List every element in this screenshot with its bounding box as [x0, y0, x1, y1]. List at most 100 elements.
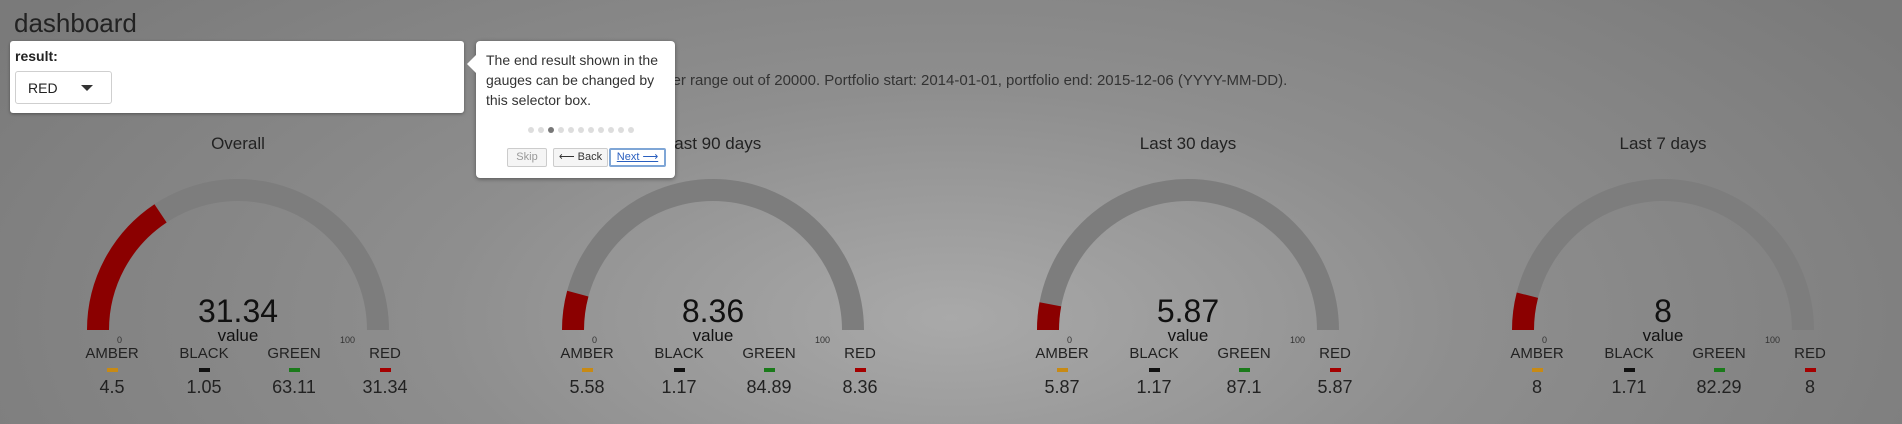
- legend-value: 8: [1531, 377, 1542, 397]
- tour-text: The end result shown in the gauges can b…: [486, 52, 658, 108]
- tour-step-dot[interactable]: [618, 127, 624, 133]
- back-button[interactable]: ⟵ Back: [553, 148, 608, 167]
- legend-value: 1.05: [186, 377, 222, 397]
- gauge-fill: [87, 204, 167, 331]
- legend-name: BLACK: [1129, 345, 1179, 362]
- legend-item-black: BLACK 1.17: [644, 345, 714, 397]
- legend-value: 1.17: [1136, 377, 1172, 397]
- tour-step-dot[interactable]: [628, 127, 634, 133]
- gauge-max-label: 100: [1290, 335, 1306, 345]
- legend-name: GREEN: [742, 345, 796, 362]
- legend-value: 5.87: [1317, 377, 1353, 397]
- tour-step-dot[interactable]: [568, 127, 574, 133]
- legend-item-amber: AMBER 8: [1502, 345, 1572, 397]
- legend-value: 31.34: [362, 377, 408, 397]
- legend-swatch: [198, 368, 210, 372]
- legend-swatch: [288, 368, 300, 372]
- gauge-title: Last 90 days: [664, 134, 762, 153]
- legend-item-red: RED 5.87: [1300, 345, 1370, 397]
- tour-step-dot[interactable]: [608, 127, 614, 133]
- legend-value: 1.17: [661, 377, 697, 397]
- legend-swatch: [1329, 368, 1341, 372]
- legend-item-black: BLACK 1.71: [1594, 346, 1664, 397]
- gauge-value-label: value: [1167, 326, 1209, 345]
- legend-value: 5.87: [1044, 377, 1080, 397]
- gauge-value-label: value: [217, 326, 259, 345]
- gauge-card: Last 90 days 8.36 value 0 100 AMBER 5.58 BLACK 1…: [523, 128, 903, 418]
- legend-name: GREEN: [1217, 345, 1271, 362]
- legend-item-black: BLACK 1.17: [1119, 345, 1189, 397]
- gauge-value: 31.34: [197, 293, 279, 329]
- legend-swatch: [854, 368, 866, 372]
- legend-value: 63.11: [272, 377, 316, 397]
- legend-swatch: [581, 368, 593, 372]
- result-label: result:: [15, 48, 58, 64]
- popover-arrow: [467, 55, 476, 73]
- legend-name: RED: [1319, 345, 1351, 362]
- gauge-track: [1037, 179, 1339, 331]
- tour-step-dot[interactable]: [538, 127, 544, 133]
- legend-item-red: RED 8: [1775, 346, 1845, 397]
- legend-name: RED: [369, 345, 401, 362]
- legend-swatch: [106, 368, 118, 372]
- tour-step-dot[interactable]: [548, 127, 554, 133]
- gauge-fill: [1512, 292, 1539, 331]
- tour-step-dot[interactable]: [578, 127, 584, 133]
- gauge-title: Last 30 days: [1139, 134, 1237, 153]
- gauge-min-label: 0: [592, 335, 598, 345]
- gauge-value: 8.36: [681, 293, 745, 329]
- legend-item-green: GREEN 82.29: [1684, 346, 1754, 397]
- result-select[interactable]: RED: [15, 71, 112, 104]
- legend-item-green: GREEN 63.11: [259, 345, 329, 397]
- legend-item-amber: AMBER 5.87: [1027, 345, 1097, 397]
- legend-value: 1.71: [1611, 377, 1647, 397]
- gauge-card: Last 30 days 5.87 value 0 100 AMBER 5.87 BLACK 1…: [998, 128, 1378, 418]
- gauge-min-label: 0: [1542, 335, 1548, 345]
- legend-name: GREEN: [267, 345, 321, 362]
- gauge-value-label: value: [1642, 326, 1684, 345]
- gauge-max-label: 100: [340, 335, 356, 345]
- legend-name: AMBER: [1510, 345, 1564, 362]
- gauge-min-label: 0: [1067, 335, 1073, 345]
- legend-swatch: [1623, 368, 1635, 372]
- legend-name: AMBER: [560, 345, 614, 362]
- legend-name: AMBER: [85, 345, 139, 362]
- tour-step-dot[interactable]: [588, 127, 594, 133]
- gauge-min-label: 0: [117, 335, 123, 345]
- skip-button[interactable]: Skip: [507, 148, 547, 167]
- gauge-dial: [87, 179, 389, 331]
- legend-name: RED: [844, 345, 876, 362]
- legend-item-amber: AMBER 4.5: [77, 345, 147, 397]
- gauge-card: Overall 31.34 value 0 100 AMBER 4.5 BLACK 1.05 GR…: [48, 128, 428, 418]
- legend-value: 84.89: [746, 377, 792, 397]
- legend-swatch: [1148, 368, 1160, 372]
- tour-step-dot[interactable]: [598, 127, 604, 133]
- legend-swatch: [1056, 368, 1068, 372]
- page-title: dashboard: [14, 8, 137, 38]
- result-panel: result: RED: [10, 41, 464, 113]
- result-select-value: RED: [28, 80, 58, 96]
- legend-swatch: [379, 368, 391, 372]
- gauge-max-label: 100: [815, 335, 831, 345]
- gauge-max-label: 100: [1765, 335, 1781, 345]
- legend-swatch: [1531, 368, 1543, 372]
- portfolio-info-text: lter range out of 20000. Portfolio start…: [665, 72, 1288, 89]
- legend-value: 5.58: [569, 377, 605, 397]
- legend-item-red: RED 8.36: [825, 345, 895, 397]
- gauge-track: [1512, 179, 1814, 331]
- next-button[interactable]: Next ⟶: [609, 148, 666, 167]
- chevron-down-icon: [81, 85, 93, 91]
- gauge-fill: [562, 290, 589, 331]
- legend-name: BLACK: [654, 345, 704, 362]
- gauge-dial: [1512, 179, 1814, 331]
- legend-value: 8.36: [842, 377, 878, 397]
- gauge-value-label: value: [692, 326, 734, 345]
- legend-value: 82.29: [1696, 377, 1742, 397]
- gauge-title: Overall: [211, 134, 265, 153]
- tour-step-dot[interactable]: [558, 127, 564, 133]
- legend-item-red: RED 31.34: [350, 345, 420, 397]
- gauge-title: Last 7 days: [1619, 134, 1707, 153]
- legend-name: AMBER: [1035, 345, 1089, 362]
- gauge-value: 8: [1654, 293, 1672, 329]
- tour-step-dot[interactable]: [528, 127, 534, 133]
